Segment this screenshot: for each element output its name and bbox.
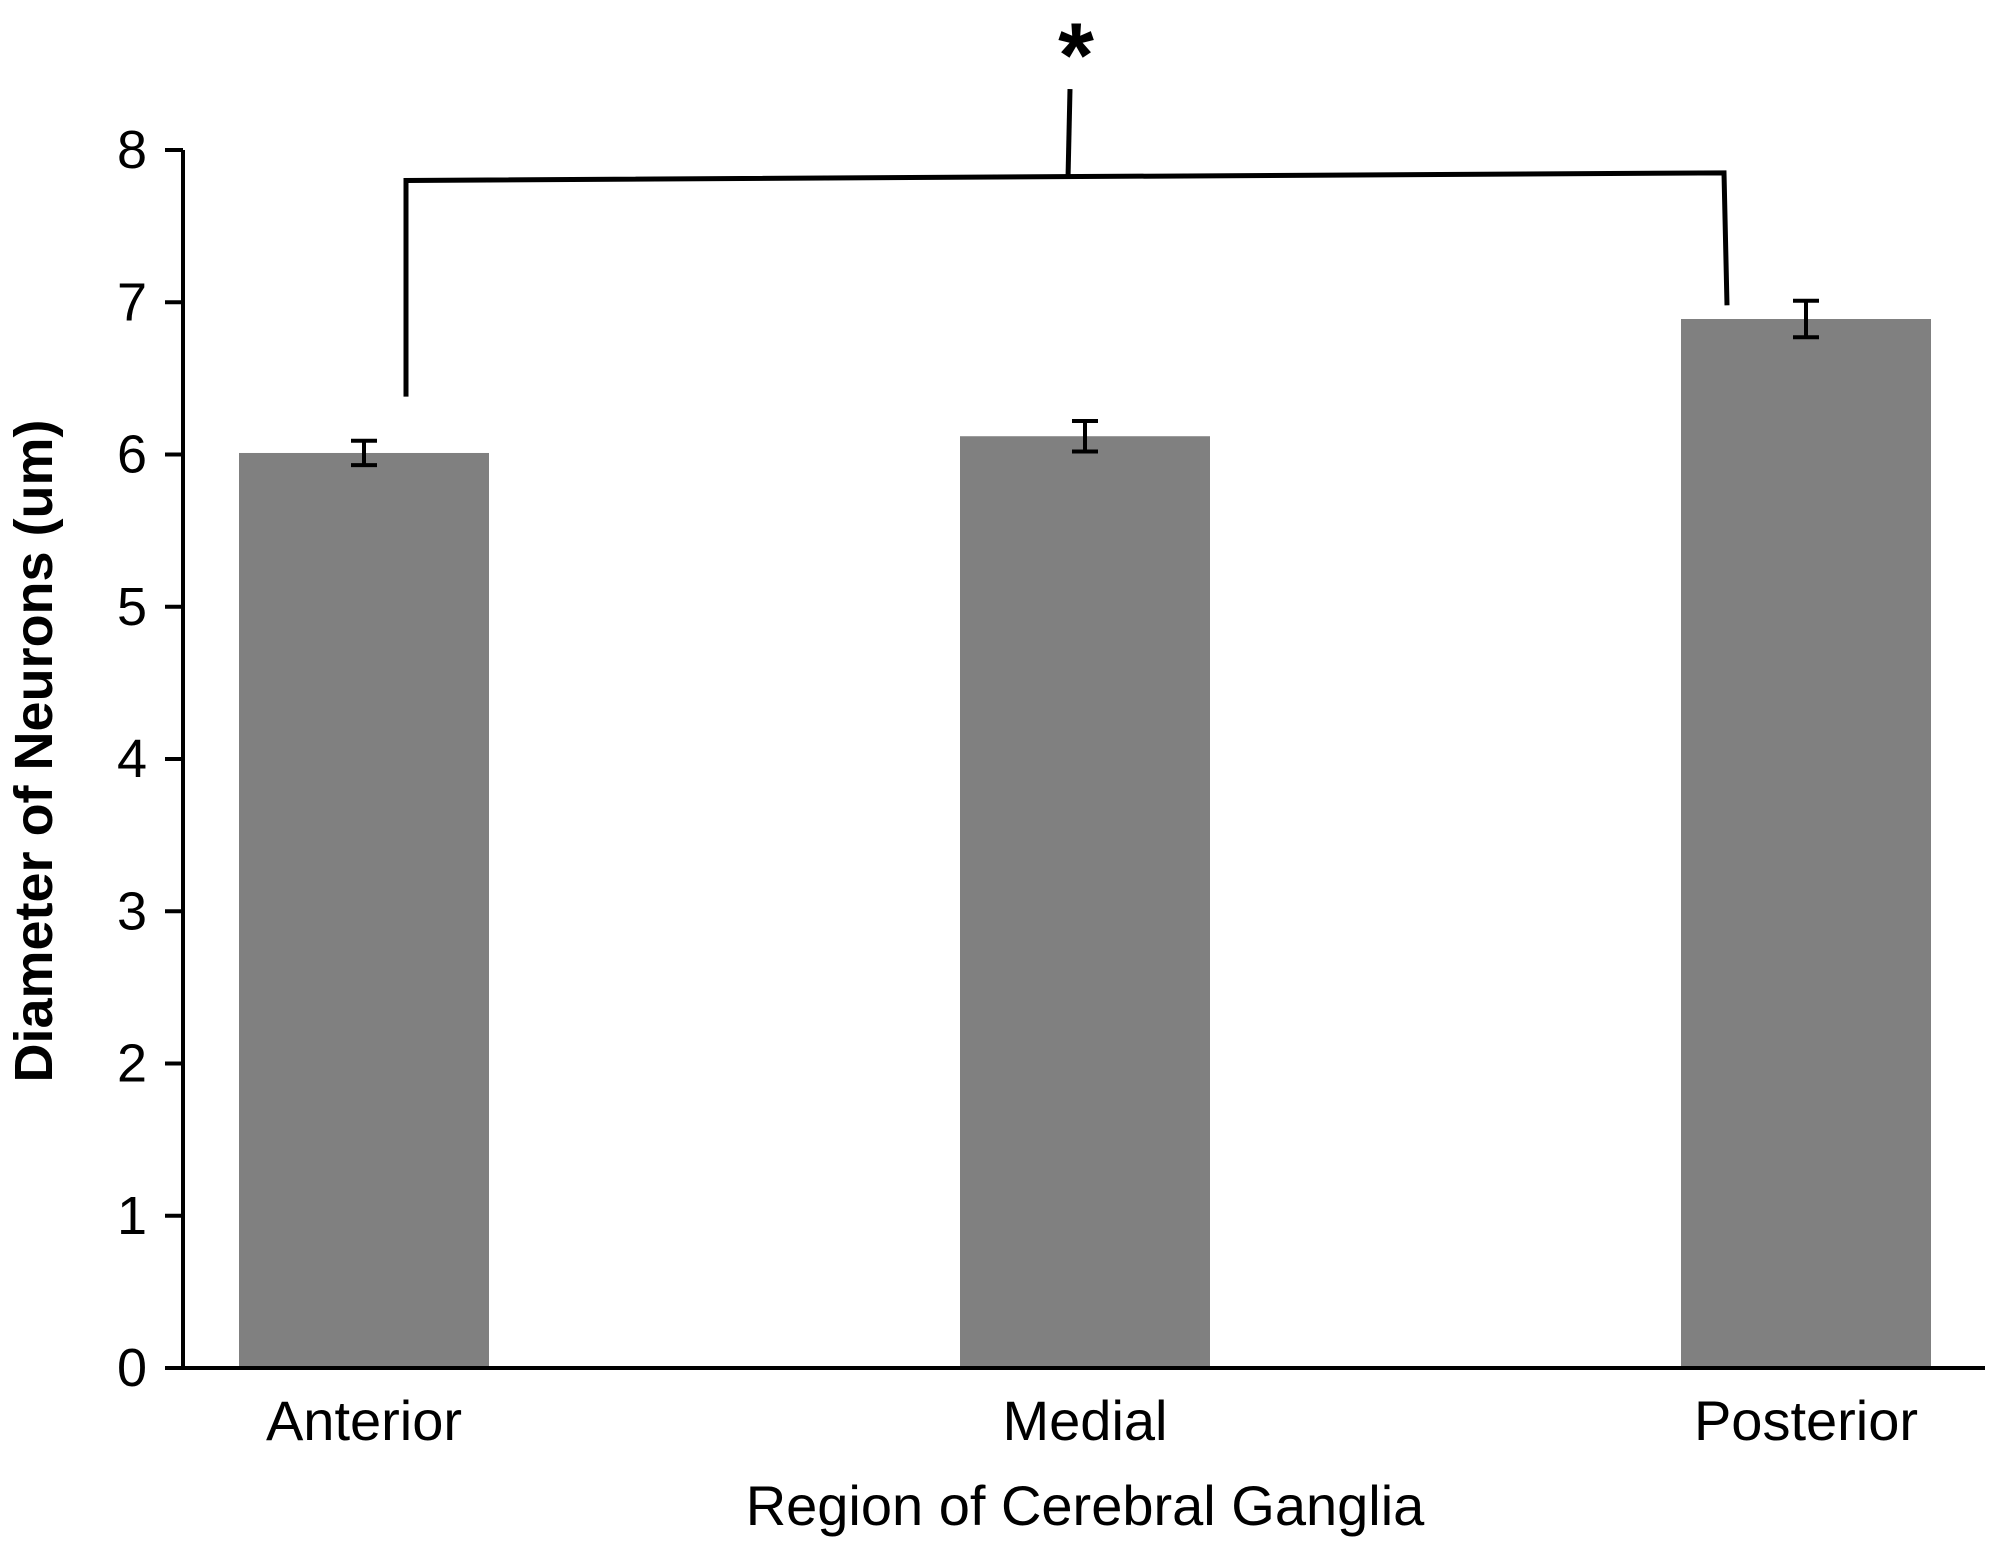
annotations-layer: * bbox=[403, 5, 1730, 397]
tick-labels-layer: 0 1 2 3 4 5 6 7 8 Anterior Medial Posterior bbox=[117, 120, 1918, 1452]
x-tick-label-anterior: Anterior bbox=[266, 1389, 462, 1452]
bars-layer bbox=[239, 318, 1931, 1369]
x-axis-title: Region of Cerebral Ganglia bbox=[746, 1474, 1425, 1537]
y-tick-label-6: 6 bbox=[117, 425, 147, 485]
y-tick-label-0: 0 bbox=[117, 1338, 147, 1398]
y-tick-label-2: 2 bbox=[117, 1034, 147, 1094]
y-tick-label-4: 4 bbox=[117, 729, 147, 789]
x-tick-label-medial: Medial bbox=[1003, 1389, 1168, 1452]
y-tick-label-3: 3 bbox=[117, 881, 147, 941]
error-bars-layer bbox=[351, 298, 1819, 468]
bar-medial bbox=[960, 436, 1210, 1369]
x-tick-label-posterior: Posterior bbox=[1694, 1389, 1918, 1452]
y-tick-label-1: 1 bbox=[117, 1186, 147, 1246]
bar-anterior bbox=[239, 452, 489, 1368]
bar-posterior bbox=[1681, 318, 1931, 1368]
axes-layer bbox=[165, 148, 1985, 1370]
significance-bracket bbox=[403, 170, 1730, 397]
significance-stem bbox=[1065, 89, 1073, 179]
y-tick-label-7: 7 bbox=[117, 272, 147, 332]
significance-label: * bbox=[1058, 5, 1094, 107]
y-axis-title: Diameter of Neurons (um) bbox=[4, 419, 64, 1082]
y-tick-label-5: 5 bbox=[117, 577, 147, 637]
y-tick-label-8: 8 bbox=[117, 120, 147, 180]
